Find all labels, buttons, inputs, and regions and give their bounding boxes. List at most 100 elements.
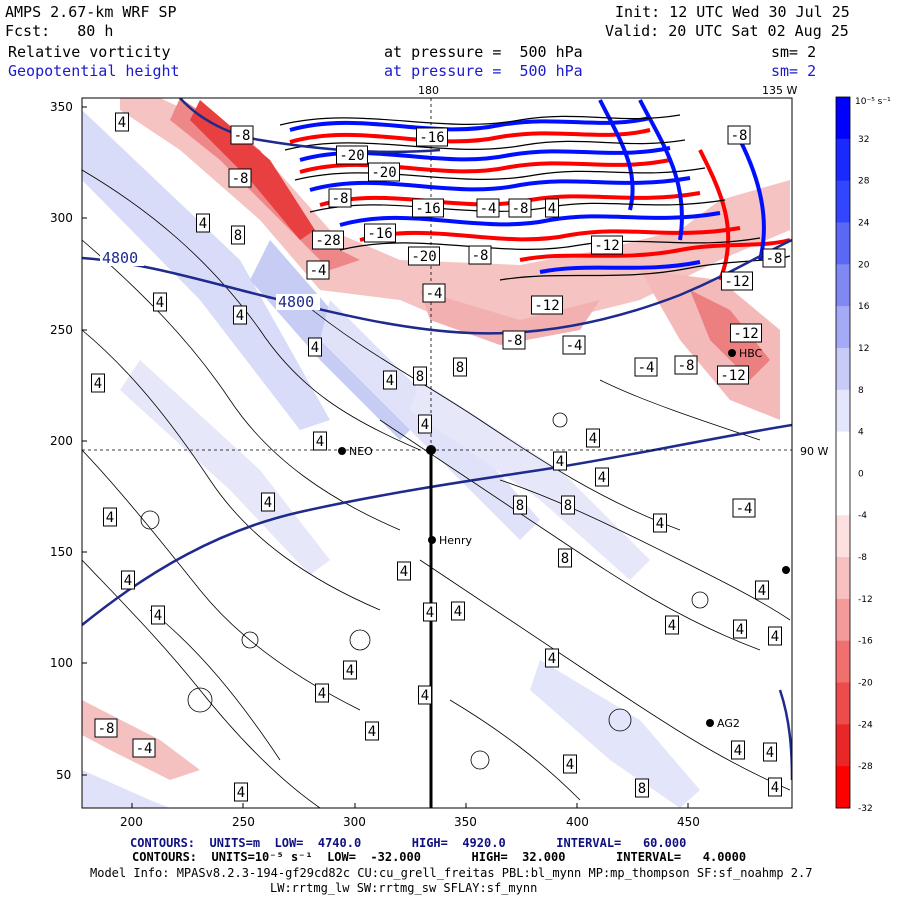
vorticity-label: 4 [196, 213, 210, 233]
colorbar-unit: 10⁻⁵ s⁻¹ [855, 97, 891, 107]
vorticity-label: 4 [733, 619, 747, 639]
svg-text:4: 4 [454, 604, 462, 620]
meridian-label-135w: 135 W [762, 84, 797, 97]
vorticity-label: 4 [397, 561, 411, 581]
svg-text:4: 4 [237, 785, 245, 801]
svg-text:-20: -20 [411, 249, 436, 265]
svg-text:4: 4 [106, 510, 114, 526]
vorticity-label: -4 [562, 335, 586, 355]
x-tick-200: 200 [120, 815, 143, 829]
svg-text:4: 4 [736, 622, 744, 638]
svg-text:4: 4 [656, 516, 664, 532]
station-label-henry: Henry [439, 534, 473, 547]
colorbar-level-12: -16 [858, 637, 873, 647]
svg-text:-12: -12 [534, 298, 559, 314]
valid-time: Valid: 20 UTC Sat 02 Aug 25 [605, 22, 849, 40]
vorticity-label: -8 [328, 188, 352, 208]
svg-text:4: 4 [236, 308, 244, 324]
svg-text:4: 4 [771, 629, 779, 645]
vorticity-label: -12 [730, 323, 762, 343]
vorticity-label: -8 [94, 718, 118, 738]
svg-text:-16: -16 [419, 130, 444, 146]
svg-text:4: 4 [368, 724, 376, 740]
vorticity-label: 4 [731, 740, 745, 760]
svg-text:4: 4 [421, 417, 429, 433]
colorbar-bin [836, 138, 850, 182]
vorticity-label: 8 [513, 495, 527, 515]
y-tick-100: 100 [50, 656, 73, 670]
vorticity-label: 8 [558, 548, 572, 568]
svg-text:-8: -8 [332, 191, 349, 207]
x-tick-400: 400 [566, 815, 589, 829]
vorticity-label: 4 [233, 305, 247, 325]
axis-labels: 200 250 300 350 400 450 50 100 150 200 2… [50, 84, 828, 829]
vorticity-label: -4 [476, 198, 500, 218]
svg-text:8: 8 [456, 360, 464, 376]
x-tick-350: 350 [454, 815, 477, 829]
svg-text:4: 4 [556, 454, 564, 470]
colorbar-bin [836, 640, 850, 684]
station-label-hbc: HBC [739, 347, 763, 360]
vorticity-label: 4 [763, 742, 777, 762]
svg-text:4: 4 [346, 663, 354, 679]
cross-section-point [426, 445, 436, 455]
colorbar-bin [836, 515, 850, 558]
colorbar-bin [836, 473, 850, 516]
station-dot-hbc [728, 349, 736, 357]
svg-text:4: 4 [318, 686, 326, 702]
vorticity-label: -28 [312, 230, 344, 250]
vorticity-label: -20 [368, 162, 400, 182]
colorbar-level-9: -4 [858, 511, 867, 521]
vorticity-shading [82, 98, 792, 808]
vorticity-label: 4 [383, 370, 397, 390]
svg-text:-8: -8 [766, 251, 783, 267]
svg-text:4: 4 [589, 431, 597, 447]
svg-text:4: 4 [668, 618, 676, 634]
svg-text:4: 4 [94, 376, 102, 392]
vorticity-label: 4 [423, 602, 437, 622]
svg-text:8: 8 [234, 228, 242, 244]
colorbar-bin [836, 431, 850, 474]
footer-height-contours: CONTOURS: UNITS=m LOW= 4740.0 HIGH= 4920… [130, 836, 687, 850]
y-tick-300: 300 [50, 211, 73, 225]
forecast-hour: Fcst: 80 h [5, 22, 114, 40]
vorticity-label: 4 [315, 683, 329, 703]
colorbar-bin [836, 724, 850, 767]
svg-text:-8: -8 [98, 721, 115, 737]
colorbar-bin [836, 389, 850, 433]
svg-text:-12: -12 [733, 326, 758, 342]
field1-level: at pressure = 500 hPa [384, 43, 583, 61]
vorticity-label: 4 [153, 292, 167, 312]
height-label-4800-a: 4800 [102, 249, 138, 267]
vorticity-label: -16 [416, 127, 448, 147]
station-dot-ag2 [706, 719, 714, 727]
colorbar-bin [836, 264, 850, 307]
vorticity-label: -12 [591, 235, 623, 255]
colorbar-bin [836, 598, 850, 642]
station-dot-edge [782, 566, 790, 574]
svg-text:4: 4 [548, 201, 556, 217]
vorticity-label: 4 [418, 685, 432, 705]
colorbar-level-4: 16 [858, 302, 870, 312]
svg-text:4: 4 [154, 608, 162, 624]
svg-text:-8: -8 [472, 248, 489, 264]
height-label-4800-b: 4800 [278, 293, 314, 311]
vorticity-label: 4 [343, 660, 357, 680]
colorbar-bin [836, 557, 850, 600]
vorticity-label: 8 [561, 495, 575, 515]
vorticity-label: 4 [103, 507, 117, 527]
footer-model-info-2: LW:rrtmg_lw SW:rrtmg_sw SFLAY:sf_mynn [270, 881, 538, 895]
colorbar-level-14: -24 [858, 720, 873, 730]
x-tick-300: 300 [343, 815, 366, 829]
vorticity-label: -8 [228, 168, 252, 188]
svg-text:-4: -4 [566, 338, 583, 354]
vorticity-label: -12 [717, 365, 749, 385]
vorticity-label: 4 [151, 605, 165, 625]
stations: NEO Henry AG2 HBC [338, 347, 790, 730]
svg-text:4: 4 [548, 651, 556, 667]
svg-text:-20: -20 [371, 165, 396, 181]
vorticity-label: 8 [635, 778, 649, 798]
svg-text:-8: -8 [512, 201, 529, 217]
vorticity-label: 4 [308, 337, 322, 357]
